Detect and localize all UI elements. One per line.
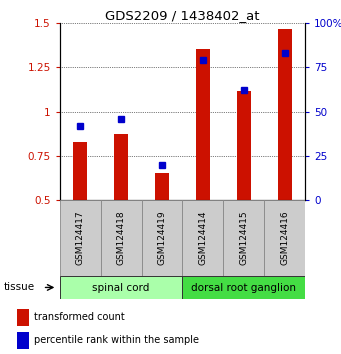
Bar [182, 200, 223, 276]
Text: GSM124417: GSM124417 [76, 211, 85, 266]
Bar [73, 143, 87, 200]
Text: GSM124414: GSM124414 [198, 211, 207, 265]
Title: GDS2209 / 1438402_at: GDS2209 / 1438402_at [105, 9, 260, 22]
Text: GSM124415: GSM124415 [239, 211, 248, 266]
Bar [237, 91, 251, 200]
Text: spinal cord: spinal cord [92, 282, 150, 293]
Bar [264, 200, 305, 276]
Text: dorsal root ganglion: dorsal root ganglion [191, 282, 296, 293]
Bar [196, 48, 210, 200]
Bar [278, 29, 292, 200]
Bar [114, 133, 128, 200]
Text: GSM124418: GSM124418 [117, 211, 125, 266]
Text: tissue: tissue [3, 282, 34, 292]
Bar [17, 309, 29, 326]
Bar [60, 276, 182, 299]
Text: GSM124419: GSM124419 [158, 211, 166, 266]
Bar [223, 200, 264, 276]
Text: GSM124416: GSM124416 [280, 211, 289, 266]
Bar [101, 200, 142, 276]
Bar [142, 200, 182, 276]
Bar [155, 172, 169, 200]
Bar [60, 200, 101, 276]
Text: percentile rank within the sample: percentile rank within the sample [34, 335, 199, 346]
Bar [182, 276, 305, 299]
Bar [17, 332, 29, 349]
Text: transformed count: transformed count [34, 312, 125, 322]
